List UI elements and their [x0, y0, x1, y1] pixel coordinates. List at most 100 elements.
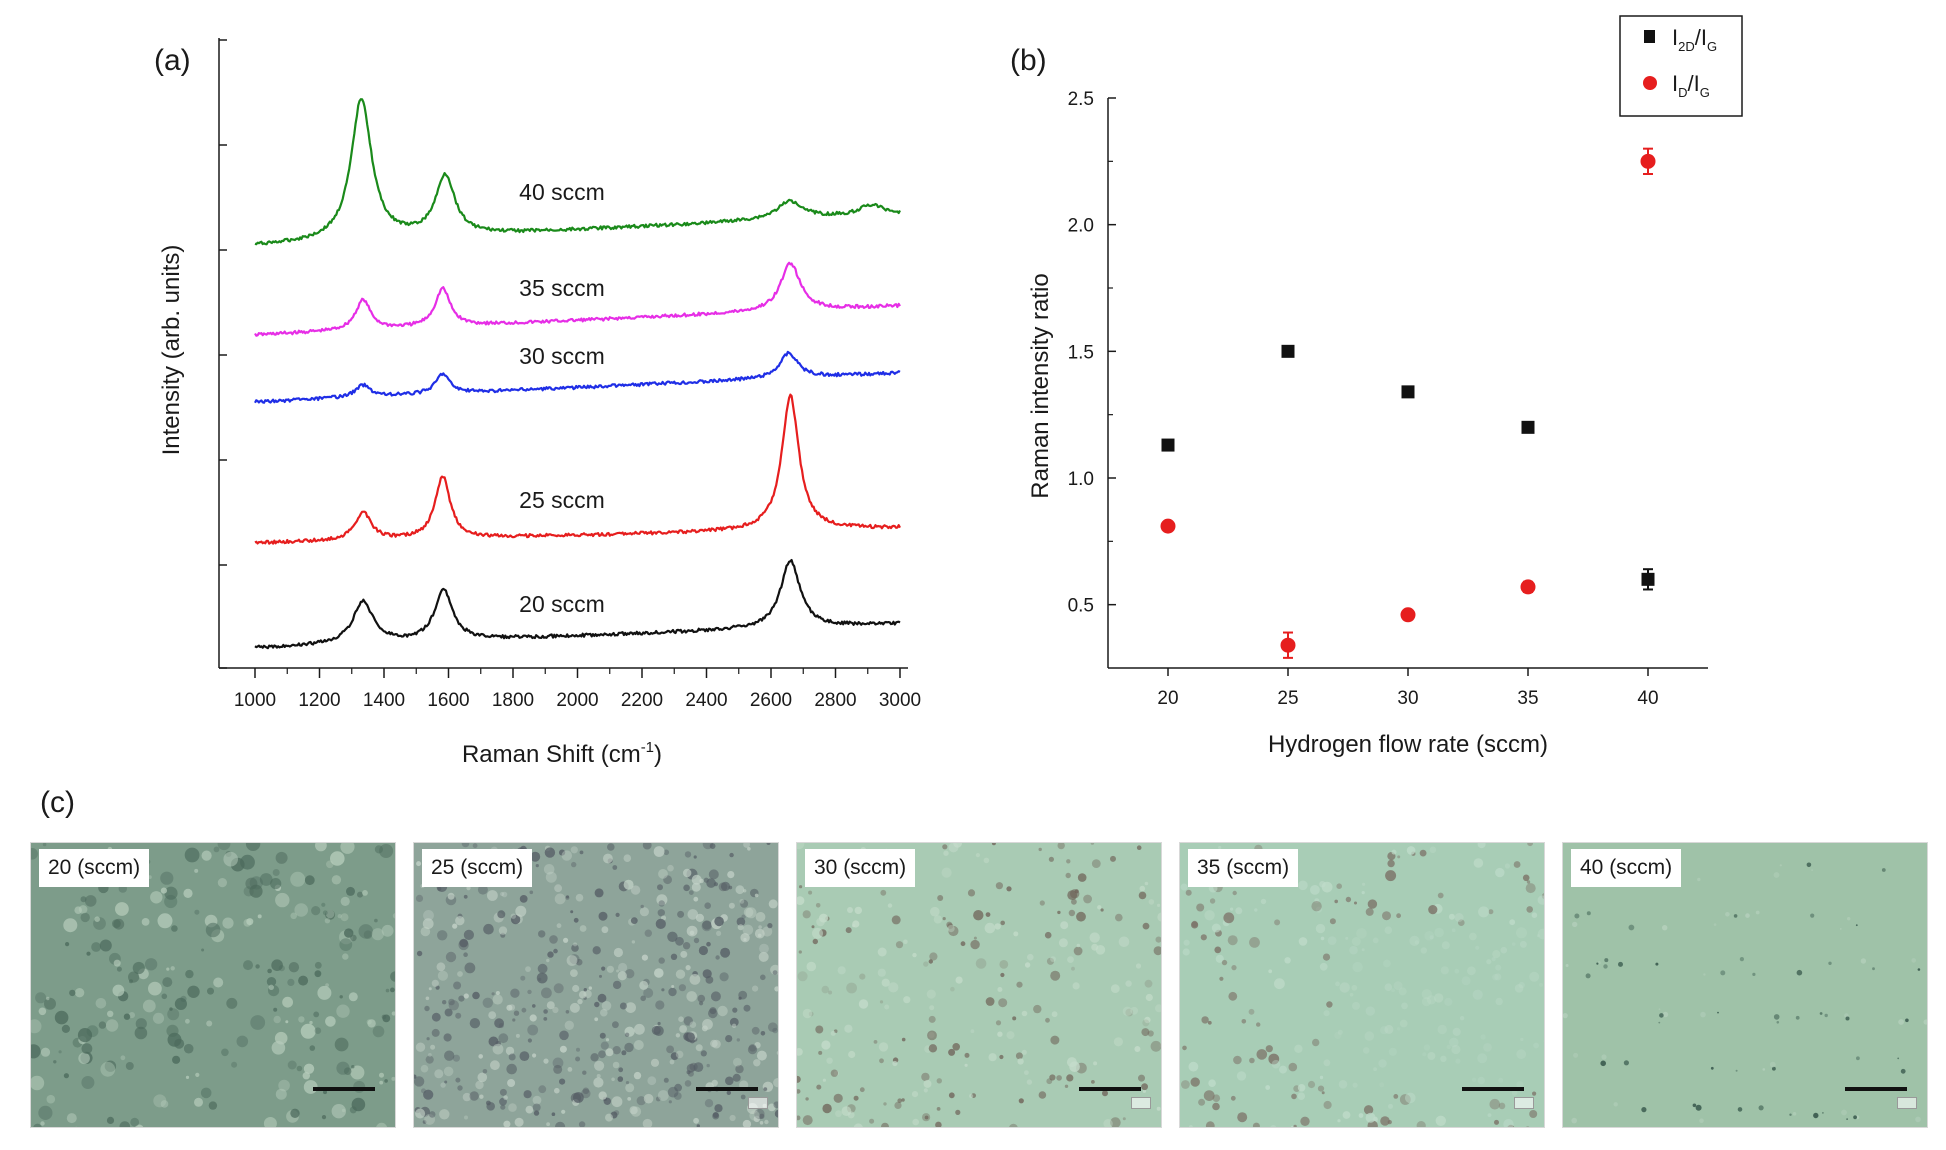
- micrograph-feature: [1334, 899, 1338, 904]
- micrograph-feature: [725, 1076, 734, 1086]
- micrograph-feature: [1449, 1037, 1459, 1048]
- micrograph-feature: [1125, 1008, 1134, 1017]
- micrograph-feature: [91, 942, 101, 952]
- micrograph-feature: [948, 925, 959, 937]
- micrograph-feature: [343, 1067, 352, 1075]
- micrograph-feature: [687, 909, 699, 920]
- micrograph-feature: [510, 913, 516, 919]
- micrograph-feature: [339, 995, 343, 999]
- micrograph-feature: [141, 918, 150, 926]
- micrograph-caption: 40 (sccm): [1571, 849, 1682, 887]
- micrograph-feature: [623, 879, 634, 890]
- micrograph-feature: [579, 925, 587, 932]
- micrograph-feature: [437, 930, 448, 941]
- micrograph-feature: [671, 985, 675, 988]
- micrograph-feature: [125, 1062, 134, 1070]
- micrograph-feature: [1641, 1107, 1647, 1113]
- micrograph-feature: [1434, 927, 1444, 938]
- micrograph-feature: [463, 929, 474, 940]
- micrograph-feature: [1311, 901, 1322, 912]
- micrograph-feature: [538, 977, 542, 981]
- micrograph-feature: [1472, 989, 1483, 1000]
- micrograph-feature: [294, 903, 309, 917]
- micrograph-feature: [714, 1104, 723, 1113]
- micrograph-feature: [160, 887, 167, 894]
- micrograph-feature: [1293, 1124, 1297, 1127]
- micrograph-feature: [1489, 1098, 1501, 1110]
- micrograph-feature: [702, 1019, 713, 1030]
- micrograph-feature: [1437, 892, 1444, 899]
- micrograph-feature: [1710, 1066, 1714, 1070]
- micrograph-feature: [616, 969, 620, 973]
- micrograph-feature: [615, 912, 620, 917]
- micrograph-feature: [469, 1018, 481, 1029]
- micrograph-feature: [693, 1117, 699, 1124]
- micrograph-feature: [1021, 1049, 1027, 1055]
- micrograph-feature: [157, 913, 173, 929]
- micrograph-feature: [1268, 969, 1273, 974]
- micrograph-feature: [1454, 968, 1460, 974]
- micrograph-feature: [1191, 920, 1198, 928]
- micrograph-feature: [802, 1115, 813, 1126]
- micrograph-feature: [1525, 883, 1536, 894]
- micrograph-feature: [706, 941, 711, 947]
- micrograph-feature: [760, 974, 766, 981]
- micrograph-feature: [94, 916, 100, 922]
- micrograph-feature: [325, 1016, 336, 1027]
- micrograph-feature: [559, 1030, 569, 1041]
- micrograph-feature: [325, 909, 335, 919]
- micrograph-feature: [594, 888, 604, 898]
- micrograph-feature: [758, 951, 769, 962]
- micrograph-feature: [1401, 1002, 1408, 1010]
- micrograph-feature: [583, 988, 587, 992]
- point-square: [1281, 344, 1295, 358]
- micrograph-feature: [246, 918, 254, 926]
- micrograph-feature: [1662, 1011, 1669, 1018]
- micrograph-feature: [1064, 1084, 1069, 1088]
- micrograph-feature: [1819, 1012, 1823, 1015]
- scale-bar-tag: [1131, 1097, 1151, 1109]
- micrograph-feature: [612, 1061, 620, 1069]
- x-tick-label: 1000: [234, 690, 276, 711]
- panel-a-y-ticks: [219, 39, 227, 669]
- micrograph-feature: [1315, 906, 1322, 913]
- micrograph-feature: [1451, 1044, 1461, 1055]
- micrograph-feature: [702, 920, 712, 930]
- micrograph-feature: [166, 967, 170, 971]
- micrograph-feature: [617, 971, 627, 981]
- micrograph-feature: [967, 889, 976, 897]
- micrograph-feature: [1337, 1119, 1341, 1123]
- micrograph-feature: [640, 904, 644, 909]
- micrograph-feature: [984, 922, 996, 934]
- micrograph-feature: [879, 1000, 884, 1004]
- micrograph-feature: [302, 1072, 310, 1080]
- micrograph-feature: [988, 1053, 997, 1062]
- micrograph-feature: [641, 954, 648, 961]
- micrograph-texture: [1563, 843, 1927, 1127]
- micrograph-feature: [444, 1008, 453, 1017]
- point-square: [1641, 572, 1655, 586]
- micrograph-feature: [315, 843, 327, 852]
- micrograph-feature: [1033, 1004, 1042, 1014]
- micrograph-feature: [464, 962, 476, 974]
- micrograph-caption: 30 (sccm): [805, 849, 916, 887]
- micrograph-feature: [1314, 898, 1320, 904]
- micrograph-feature: [161, 993, 168, 1000]
- micrograph-feature: [994, 923, 1001, 930]
- micrograph-feature: [1387, 859, 1395, 868]
- micrograph-feature: [1406, 846, 1416, 855]
- micrograph-feature: [529, 890, 534, 895]
- micrograph-feature: [1091, 859, 1101, 868]
- micrograph-feature: [428, 1053, 432, 1057]
- micrograph-feature: [1769, 1061, 1776, 1068]
- micrograph-feature: [569, 1002, 580, 1013]
- micrograph-feature: [498, 1033, 509, 1044]
- micrograph-feature: [475, 1080, 484, 1090]
- x-tick-label: 1400: [363, 690, 405, 711]
- micrograph-feature: [1345, 896, 1352, 903]
- micrograph-feature: [740, 933, 750, 943]
- micrograph-feature: [1494, 1119, 1499, 1125]
- micrograph-feature: [833, 1093, 843, 1103]
- micrograph-feature: [678, 1016, 684, 1022]
- micrograph-feature: [515, 1033, 520, 1038]
